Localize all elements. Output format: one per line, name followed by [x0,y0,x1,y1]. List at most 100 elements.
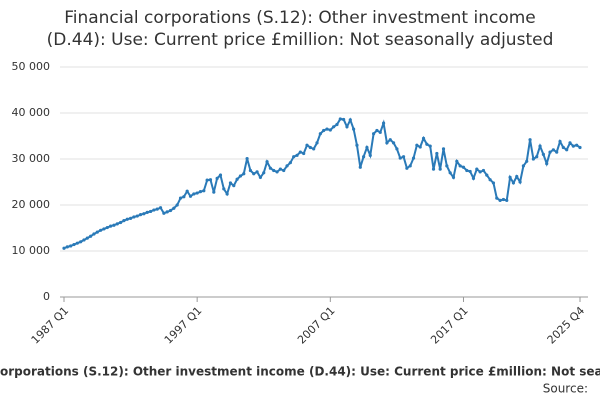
data-point [138,213,143,217]
data-point [265,160,269,164]
data-point [295,153,299,157]
data-point [465,168,469,173]
data-point [485,173,489,177]
data-point [541,152,545,156]
data-point [245,156,249,161]
data-point [548,150,552,154]
data-point [515,174,519,179]
data-point [461,165,466,169]
data-point [478,170,482,174]
data-point [561,145,565,150]
data-point [215,176,219,180]
data-point [305,143,309,147]
data-point [165,210,169,214]
data-point [491,181,496,185]
data-point [182,195,186,199]
data-point [118,220,123,225]
data-point [498,198,502,202]
data-point [471,176,476,180]
data-point [162,211,166,215]
data-point [248,168,253,173]
data-point [232,184,236,188]
data-point [505,198,509,202]
data-point [155,207,159,211]
data-point [82,238,86,242]
y-tick-label: 30 000 [12,152,51,165]
data-point [325,127,329,131]
data-point [148,209,153,214]
data-point [381,121,386,125]
data-point [418,145,422,149]
data-point [551,148,555,152]
data-point [268,166,272,170]
x-tick-label: 1987 Q1 [29,304,72,347]
data-point [262,171,266,175]
data-point [109,224,113,228]
data-point [205,178,209,182]
data-point [195,191,199,195]
data-point [178,196,183,200]
data-point [75,241,79,245]
data-point [368,153,372,157]
data-point [175,203,179,207]
data-point [112,223,116,227]
data-point [525,159,529,163]
data-point [99,228,103,232]
data-point [258,175,263,179]
data-point [475,167,479,171]
data-point [312,147,316,151]
data-point [92,232,96,236]
data-point [322,128,326,133]
data-point [212,190,216,194]
data-point [79,240,83,244]
data-point [358,165,362,169]
data-point [528,138,532,142]
chart-title: Financial corporations (S.12): Other inv… [64,8,536,28]
data-point [345,125,349,129]
data-point [125,217,129,221]
data-point [398,156,402,160]
data-point [518,180,522,184]
data-point [385,141,389,145]
data-point [375,128,379,133]
data-point [115,222,119,226]
data-point [255,170,259,174]
data-point [538,144,542,148]
data-point [391,141,396,145]
data-point [242,172,246,176]
y-tick-label: 40 000 [12,106,51,119]
data-point [362,155,366,159]
data-point [401,155,406,159]
data-point [405,166,409,170]
x-tick-label: 2025 Q4 [545,304,588,347]
data-point [95,230,99,234]
data-point [451,175,456,179]
data-point [395,147,399,151]
data-point [488,178,492,182]
x-tick-label: 2017 Q1 [428,304,471,347]
x-tick-label: 2007 Q1 [295,304,338,347]
data-point [531,157,535,161]
data-point [202,189,206,193]
data-point [272,168,276,173]
data-point [425,142,429,146]
data-point [198,190,203,194]
data-point [565,148,569,152]
data-point [135,214,139,218]
y-tick-label: 10 000 [12,244,51,257]
data-point [421,136,426,140]
data-point [278,167,282,171]
data-point [142,212,146,216]
data-point [89,234,93,238]
data-point [188,194,193,198]
data-point [508,175,512,179]
data-point [342,117,346,122]
data-point [355,143,359,147]
data-point [428,144,432,148]
y-tick-label: 20 000 [12,198,51,211]
data-point [411,156,416,160]
data-point [152,208,156,212]
data-point [308,145,312,150]
data-point [192,192,196,196]
data-point [222,187,226,191]
